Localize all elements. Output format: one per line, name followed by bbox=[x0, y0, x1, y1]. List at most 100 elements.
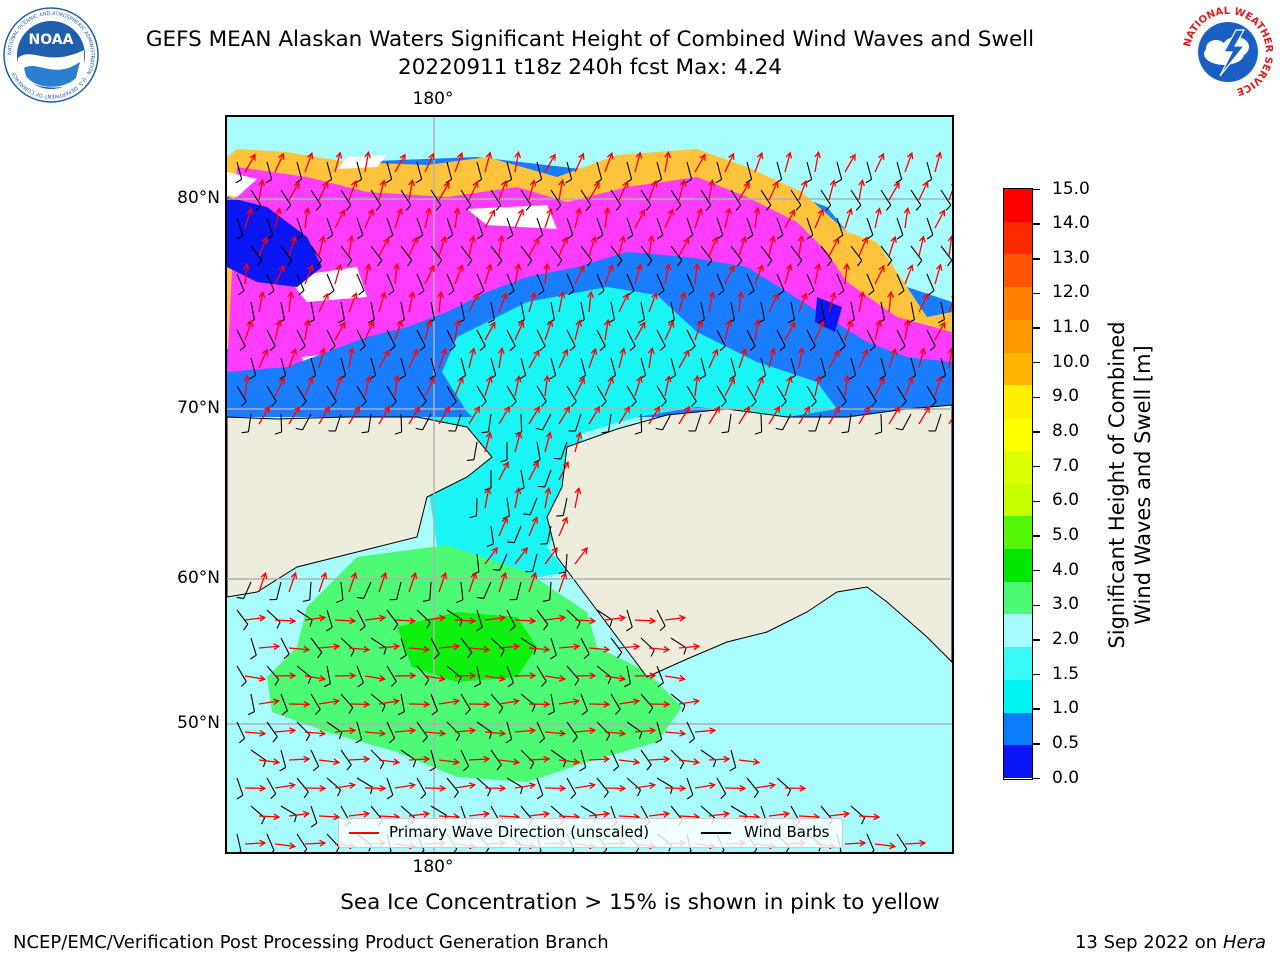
wave-direction-arrow bbox=[424, 319, 432, 341]
ice-white-patch bbox=[467, 205, 557, 229]
wind-barb bbox=[637, 301, 645, 324]
wind-barb bbox=[536, 385, 547, 407]
wave-direction-arrow bbox=[244, 319, 254, 341]
wind-barb bbox=[746, 329, 756, 352]
wind-barb bbox=[430, 693, 438, 716]
wind-barb bbox=[895, 413, 912, 431]
wind-barb bbox=[476, 273, 485, 296]
wind-barb bbox=[580, 637, 590, 660]
wave-direction-arrow bbox=[828, 237, 840, 257]
wave-direction-arrow bbox=[258, 758, 281, 766]
wind-barb bbox=[787, 301, 795, 324]
wave-direction-arrow bbox=[318, 698, 341, 706]
wind-barb bbox=[623, 665, 631, 688]
wave-direction-arrow bbox=[258, 643, 281, 651]
wave-direction-arrow bbox=[438, 405, 450, 425]
wave-direction-arrow bbox=[258, 813, 281, 821]
wave-direction-arrow bbox=[498, 179, 508, 201]
wave-direction-arrow bbox=[828, 405, 840, 425]
wave-direction-arrow bbox=[334, 263, 343, 285]
wave-direction-arrow bbox=[244, 207, 253, 229]
wave-direction-arrow bbox=[634, 672, 657, 680]
wave-direction-arrow bbox=[693, 262, 701, 285]
wave-direction-arrow bbox=[664, 614, 687, 622]
wind-barb bbox=[656, 217, 664, 240]
wind-barb bbox=[266, 385, 277, 407]
wave-direction-arrow bbox=[768, 810, 791, 818]
wave-direction-arrow bbox=[903, 318, 911, 341]
wind-barb bbox=[537, 469, 552, 488]
wind-barb bbox=[850, 189, 862, 211]
wind-barb bbox=[249, 357, 257, 380]
colorbar-tick-mark bbox=[1033, 361, 1040, 364]
colorbar-tick-label: 3.0 bbox=[1052, 594, 1080, 615]
wind-barb bbox=[520, 245, 533, 267]
wave-direction-arrow bbox=[378, 698, 401, 706]
wave-direction-arrow bbox=[514, 487, 522, 509]
wave-direction-arrow bbox=[588, 347, 598, 369]
wave-direction-arrow bbox=[648, 405, 660, 425]
wave-direction-arrow bbox=[814, 150, 822, 173]
wave-direction-arrow bbox=[528, 645, 551, 653]
colorbar-tick-mark bbox=[1033, 223, 1040, 225]
wind-barb bbox=[896, 385, 907, 407]
wind-barb bbox=[422, 581, 432, 602]
wave-direction-arrow bbox=[574, 487, 582, 509]
sea-ice-caption: Sea Ice Concentration > 15% is shown in … bbox=[340, 890, 940, 915]
colorbar-tick-mark bbox=[1033, 327, 1040, 329]
wind-barb bbox=[579, 357, 587, 380]
wave-direction-arrow bbox=[514, 672, 537, 680]
wind-barb bbox=[566, 665, 580, 686]
wind-barb bbox=[550, 637, 557, 660]
wind-barb bbox=[806, 329, 816, 352]
wave-direction-arrow bbox=[498, 698, 521, 706]
wave-direction-arrow bbox=[498, 758, 521, 766]
wind-barb bbox=[836, 385, 847, 407]
wave-direction-arrow bbox=[484, 729, 507, 737]
wave-direction-arrow bbox=[843, 374, 851, 397]
wind-barb bbox=[446, 329, 456, 352]
wave-direction-arrow bbox=[678, 179, 687, 201]
wave-direction-arrow bbox=[648, 292, 658, 313]
wind-barb bbox=[866, 217, 874, 240]
wind-barb bbox=[340, 693, 354, 714]
wind-barb bbox=[399, 357, 407, 380]
wind-barb bbox=[250, 189, 262, 211]
wave-direction-arrow bbox=[798, 405, 810, 425]
wave-direction-arrow bbox=[408, 645, 431, 653]
wave-direction-arrow bbox=[484, 321, 496, 341]
wave-direction-arrow bbox=[604, 614, 627, 622]
wave-direction-arrow bbox=[738, 758, 761, 766]
lat-label-80n: 80°N bbox=[177, 188, 220, 208]
wave-direction-arrow bbox=[664, 784, 687, 792]
wind-barb bbox=[820, 189, 832, 211]
wave-direction-arrow bbox=[468, 405, 480, 425]
wave-direction-arrow bbox=[408, 571, 418, 593]
wave-direction-arrow bbox=[874, 207, 882, 229]
wave-direction-arrow bbox=[274, 782, 297, 790]
wave-direction-arrow bbox=[274, 672, 297, 680]
wind-barb bbox=[596, 273, 605, 296]
wind-barb bbox=[236, 273, 245, 296]
wind-barb bbox=[386, 721, 396, 744]
wind-barb bbox=[386, 777, 394, 800]
wave-direction-arrow bbox=[588, 700, 611, 708]
wave-direction-arrow bbox=[244, 729, 267, 737]
sea-ice-pink-band bbox=[227, 167, 952, 372]
wind-barb bbox=[356, 609, 366, 632]
wave-direction-arrow bbox=[438, 698, 461, 706]
wave-direction-arrow bbox=[858, 178, 866, 201]
wind-barb bbox=[361, 413, 372, 434]
wave-direction-arrow bbox=[544, 729, 567, 737]
wind-barb bbox=[835, 161, 843, 184]
wave-direction-arrow bbox=[724, 264, 735, 285]
wave-direction-arrow bbox=[348, 700, 371, 708]
wave-direction-arrow bbox=[258, 571, 268, 593]
wave-direction-arrow bbox=[364, 784, 387, 792]
wave-direction-arrow bbox=[304, 376, 314, 397]
wave-direction-arrow bbox=[587, 290, 595, 313]
wave-direction-arrow bbox=[468, 810, 491, 818]
wave-direction-arrow bbox=[844, 319, 854, 341]
wind-barb bbox=[895, 161, 903, 184]
wind-barb bbox=[926, 273, 935, 296]
